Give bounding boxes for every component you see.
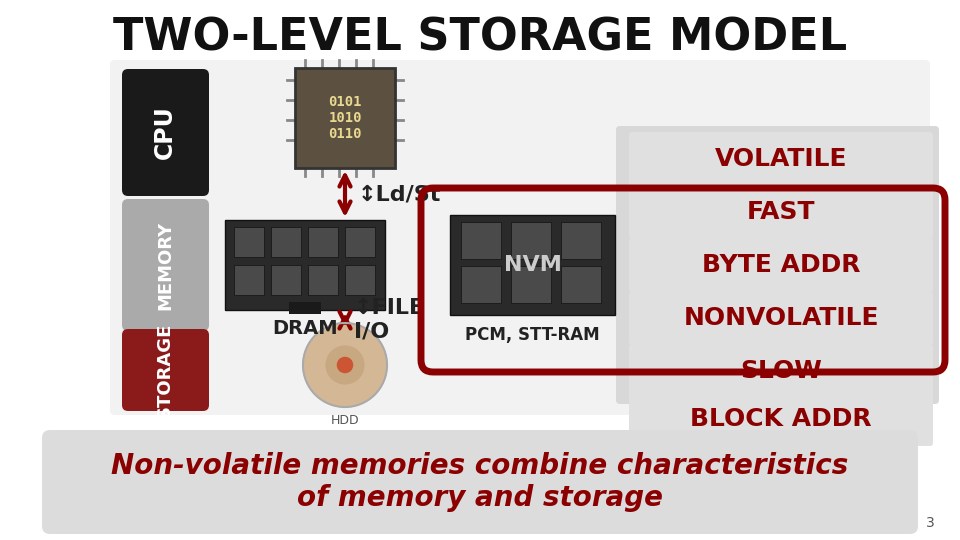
FancyBboxPatch shape	[234, 227, 264, 257]
Text: SLOW: SLOW	[740, 359, 822, 383]
Text: VOLATILE: VOLATILE	[715, 147, 848, 171]
FancyBboxPatch shape	[616, 126, 939, 404]
FancyBboxPatch shape	[122, 329, 209, 411]
Text: ↕FILE
I/O: ↕FILE I/O	[354, 299, 425, 342]
FancyBboxPatch shape	[629, 392, 933, 446]
Text: 3: 3	[926, 516, 935, 530]
FancyBboxPatch shape	[461, 266, 501, 303]
Text: MEMORY: MEMORY	[156, 220, 174, 309]
FancyBboxPatch shape	[511, 266, 551, 303]
Circle shape	[338, 357, 352, 373]
FancyBboxPatch shape	[122, 199, 209, 331]
FancyBboxPatch shape	[345, 265, 375, 295]
FancyBboxPatch shape	[289, 302, 321, 314]
Text: Non-volatile memories combine characteristics: Non-volatile memories combine characteri…	[111, 452, 849, 480]
FancyBboxPatch shape	[629, 132, 933, 186]
Text: NVM: NVM	[504, 255, 562, 275]
FancyBboxPatch shape	[308, 265, 338, 295]
Text: DRAM: DRAM	[273, 319, 338, 338]
Text: NONVOLATILE: NONVOLATILE	[684, 306, 878, 330]
FancyBboxPatch shape	[629, 185, 933, 239]
Text: ↕Ld/St: ↕Ld/St	[358, 185, 442, 205]
FancyBboxPatch shape	[450, 215, 615, 315]
Text: TWO-LEVEL STORAGE MODEL: TWO-LEVEL STORAGE MODEL	[113, 17, 847, 59]
Text: FAST: FAST	[747, 200, 815, 224]
FancyBboxPatch shape	[561, 266, 601, 303]
FancyBboxPatch shape	[629, 238, 933, 292]
Text: CPU: CPU	[153, 105, 177, 159]
Text: BYTE ADDR: BYTE ADDR	[702, 253, 860, 277]
FancyBboxPatch shape	[225, 220, 385, 310]
Text: 0101
1010
0110: 0101 1010 0110	[328, 95, 362, 141]
Text: of memory and storage: of memory and storage	[297, 484, 663, 512]
FancyBboxPatch shape	[122, 69, 209, 196]
Circle shape	[326, 346, 364, 384]
FancyBboxPatch shape	[271, 227, 301, 257]
Text: PCM, STT-RAM: PCM, STT-RAM	[466, 326, 600, 344]
Text: BLOCK ADDR: BLOCK ADDR	[690, 407, 872, 431]
FancyBboxPatch shape	[295, 68, 395, 168]
FancyBboxPatch shape	[461, 222, 501, 259]
Circle shape	[303, 323, 387, 407]
FancyBboxPatch shape	[561, 222, 601, 259]
FancyBboxPatch shape	[629, 344, 933, 398]
FancyBboxPatch shape	[42, 430, 918, 534]
FancyBboxPatch shape	[234, 265, 264, 295]
FancyBboxPatch shape	[345, 227, 375, 257]
Text: STORAGE: STORAGE	[156, 322, 174, 417]
FancyBboxPatch shape	[629, 291, 933, 345]
Text: HDD: HDD	[330, 414, 359, 427]
FancyBboxPatch shape	[308, 227, 338, 257]
FancyBboxPatch shape	[271, 265, 301, 295]
FancyBboxPatch shape	[511, 222, 551, 259]
FancyBboxPatch shape	[110, 60, 930, 415]
